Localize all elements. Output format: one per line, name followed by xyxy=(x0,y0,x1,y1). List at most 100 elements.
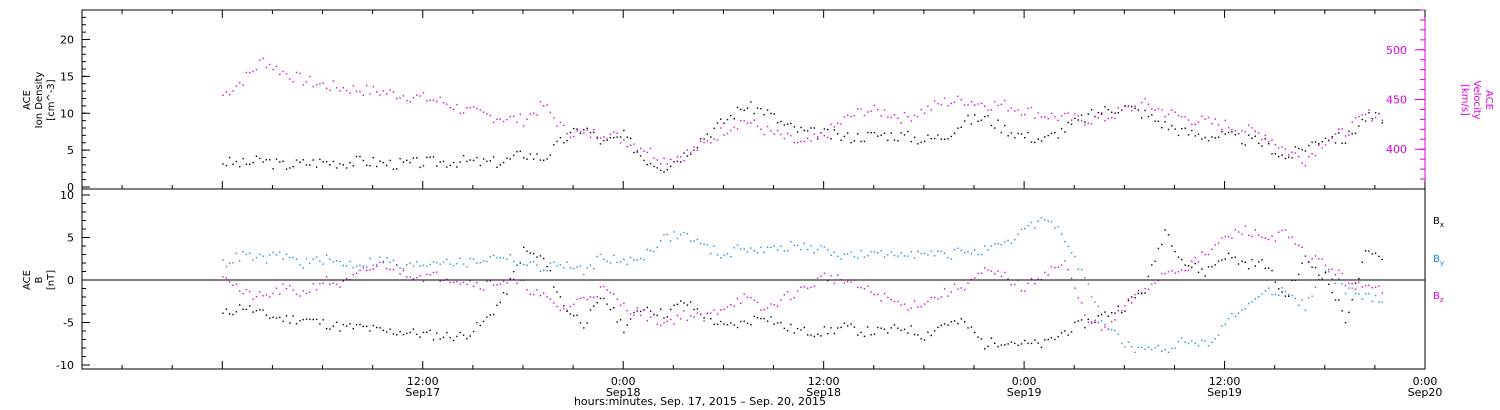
ion-density-point xyxy=(499,164,501,166)
velocity-point xyxy=(793,141,795,144)
ion-density-point xyxy=(1024,137,1026,139)
by-point xyxy=(539,270,542,272)
by-point xyxy=(1024,228,1026,230)
by-point xyxy=(556,265,558,267)
bz-point xyxy=(1164,273,1166,275)
bz-point xyxy=(1100,329,1103,331)
bx-point xyxy=(957,322,959,325)
velocity-point xyxy=(750,122,752,124)
by-point xyxy=(1167,351,1170,353)
ion-density-point xyxy=(1017,132,1019,135)
bz-point xyxy=(412,278,415,280)
ion-density-point xyxy=(366,164,368,166)
density-tick-label: 15 xyxy=(60,70,74,83)
ion-density-point xyxy=(1204,136,1206,139)
velocity-point xyxy=(910,120,912,122)
bz-point xyxy=(1264,237,1266,239)
velocity-point xyxy=(489,114,491,117)
by-point xyxy=(486,260,488,263)
by-point xyxy=(1291,294,1293,297)
by-point xyxy=(1164,348,1166,351)
ion-density-point xyxy=(930,138,932,140)
bx-point xyxy=(1331,291,1333,294)
bz-point xyxy=(913,300,916,302)
velocity-point xyxy=(302,84,304,86)
by-point xyxy=(1070,252,1073,254)
velocity-point xyxy=(556,125,558,127)
ion-density-point xyxy=(686,155,689,157)
ion-density-point xyxy=(586,127,588,129)
velocity-point xyxy=(626,145,628,148)
by-point xyxy=(913,257,916,259)
bz-point xyxy=(706,312,709,315)
bx-point xyxy=(1227,252,1230,254)
velocity-point xyxy=(953,101,956,103)
bx-point xyxy=(730,322,732,324)
by-point xyxy=(953,248,956,251)
ion-density-point xyxy=(666,169,668,171)
bz-point xyxy=(476,282,478,284)
velocity-point xyxy=(967,104,969,106)
date-tick-label: Sep18 xyxy=(606,386,641,399)
bx-point xyxy=(1084,327,1086,329)
by-point xyxy=(1027,224,1029,227)
by-point xyxy=(893,254,896,257)
velocity-point xyxy=(1127,106,1130,108)
bz-point xyxy=(596,296,598,298)
velocity-point xyxy=(863,114,866,117)
by-point xyxy=(509,254,511,256)
ion-density-point xyxy=(1147,115,1150,118)
velocity-point xyxy=(840,123,842,125)
by-point xyxy=(252,259,254,261)
by-point xyxy=(536,264,538,266)
b-axis-label-line2: B xyxy=(34,276,45,283)
bz-point xyxy=(1224,235,1226,238)
ion-density-point xyxy=(235,160,238,163)
velocity-point xyxy=(994,101,996,103)
velocity-point xyxy=(1334,133,1337,135)
ion-density-point xyxy=(589,132,592,134)
by-point xyxy=(476,262,478,264)
bx-point xyxy=(1104,311,1106,313)
velocity-point xyxy=(696,149,699,151)
ion-density-point xyxy=(680,161,682,163)
bx-point xyxy=(232,313,234,316)
bx-point xyxy=(1184,264,1186,266)
velocity-point xyxy=(1151,108,1153,110)
by-point xyxy=(1231,313,1233,315)
velocity-point xyxy=(342,87,344,89)
bz-point xyxy=(1361,286,1363,288)
velocity-point xyxy=(339,90,341,92)
velocity-point xyxy=(686,149,689,151)
velocity-point xyxy=(917,115,919,118)
velocity-point xyxy=(790,135,792,137)
by-point xyxy=(1104,324,1106,326)
ion-density-point xyxy=(994,127,996,129)
bz-point xyxy=(309,291,311,293)
by-point xyxy=(496,256,498,259)
velocity-point xyxy=(850,116,852,118)
ion-density-point xyxy=(275,158,278,160)
velocity-point xyxy=(279,73,281,76)
by-point xyxy=(583,273,585,276)
bx-point xyxy=(1251,258,1253,261)
by-point xyxy=(596,255,598,258)
by-point xyxy=(422,264,425,266)
by-point xyxy=(1288,293,1290,296)
by-point xyxy=(753,250,755,252)
bz-point xyxy=(492,284,495,286)
bz-point xyxy=(556,305,558,308)
by-point xyxy=(1050,220,1053,223)
by-point xyxy=(402,267,405,270)
bx-point xyxy=(1334,299,1337,301)
bx-point xyxy=(900,329,902,331)
bz-point xyxy=(803,286,805,288)
bz-point xyxy=(1050,266,1053,268)
ion-density-point xyxy=(613,136,615,139)
velocity-point xyxy=(1040,116,1043,118)
bx-point xyxy=(489,314,491,316)
bx-point xyxy=(616,321,618,323)
bz-point xyxy=(252,298,254,300)
by-point xyxy=(680,233,682,236)
bx-point xyxy=(880,327,882,329)
